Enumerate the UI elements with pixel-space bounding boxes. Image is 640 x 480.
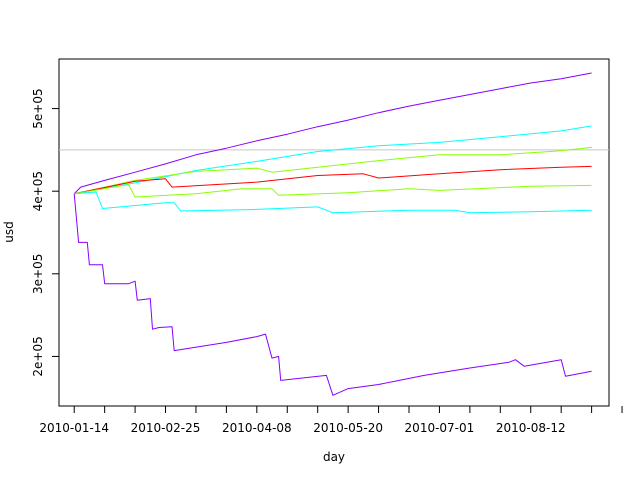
series-line-2 xyxy=(74,125,592,195)
series-line-5 xyxy=(74,184,592,198)
y-axis: 2e+05 3e+05 4e+05 5e+05 xyxy=(31,88,59,377)
y-tick-label: 2e+05 xyxy=(31,336,45,376)
series-line-6 xyxy=(74,191,592,214)
x-tick-label: 2010-01-14 xyxy=(39,421,109,435)
y-tick-label: 5e+05 xyxy=(31,88,45,128)
x-axis: 2010-01-14 2010-02-25 2010-04-08 2010-05-20… xyxy=(39,406,623,435)
series-layer xyxy=(73,72,592,396)
x-tick-label: 2010-05-20 xyxy=(313,421,383,435)
series-line-1 xyxy=(73,72,592,195)
x-tick-label: 2010-07-01 xyxy=(405,421,475,435)
series-line-4 xyxy=(74,165,592,195)
x-tick-label: 2010-04-08 xyxy=(222,421,292,435)
x-axis-label: day xyxy=(323,450,345,464)
x-tick-label: 2010-08-12 xyxy=(496,421,566,435)
y-tick-label: 4e+05 xyxy=(31,171,45,211)
y-tick-label: 3e+05 xyxy=(31,254,45,294)
series-line-3 xyxy=(74,146,592,195)
x-tick-label: 2010-02-25 xyxy=(131,421,201,435)
plot-frame xyxy=(58,58,610,407)
series-line-7 xyxy=(73,193,592,396)
y-axis-label: usd xyxy=(2,221,16,242)
